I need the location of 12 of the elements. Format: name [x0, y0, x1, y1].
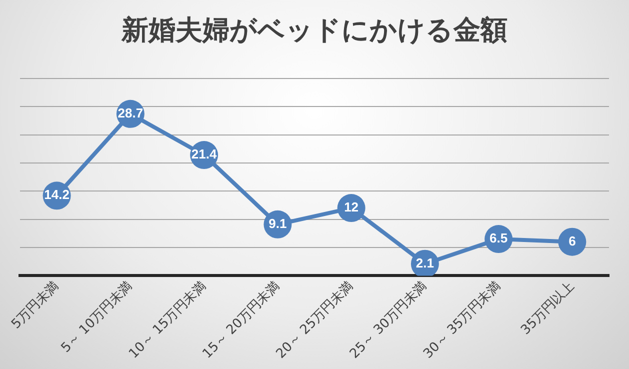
data-label: 21.4 [191, 146, 218, 162]
data-label: 12 [344, 200, 359, 215]
data-label: 28.7 [118, 105, 144, 120]
data-label: 2.1 [416, 255, 434, 270]
point [558, 228, 586, 256]
x-tick-label: 5万円未満 [8, 278, 62, 332]
data-label: 6.5 [490, 230, 508, 246]
data-label: 14.2 [44, 187, 70, 202]
x-tick-label: 35万円以上 [518, 278, 578, 338]
data-label: 6 [568, 233, 576, 248]
data-label: 9.1 [268, 216, 287, 231]
chart-title: 新婚夫婦がベッドにかける金額 [120, 15, 508, 46]
